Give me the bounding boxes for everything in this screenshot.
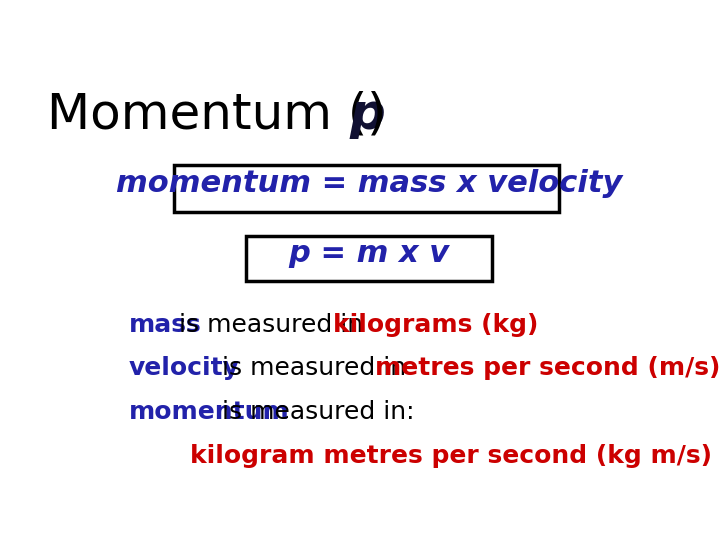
- Text: metres per second (m/s): metres per second (m/s): [375, 356, 720, 380]
- Text: is measured in: is measured in: [171, 313, 372, 336]
- FancyBboxPatch shape: [174, 165, 559, 212]
- Text: p = m x v: p = m x v: [289, 239, 449, 268]
- Text: kilogram metres per second (kg m/s): kilogram metres per second (kg m/s): [190, 444, 713, 468]
- FancyBboxPatch shape: [246, 236, 492, 281]
- Text: Momentum (: Momentum (: [47, 91, 367, 139]
- Text: kilograms (kg): kilograms (kg): [333, 313, 538, 336]
- Text: momentum: momentum: [129, 400, 290, 424]
- Text: velocity: velocity: [129, 356, 240, 380]
- Text: mass: mass: [129, 313, 202, 336]
- Text: is measured in:: is measured in:: [214, 400, 414, 424]
- Text: is measured in: is measured in: [214, 356, 414, 380]
- Text: p: p: [349, 91, 385, 139]
- Text: ): ): [367, 91, 387, 139]
- Text: momentum = mass x velocity: momentum = mass x velocity: [116, 169, 622, 198]
